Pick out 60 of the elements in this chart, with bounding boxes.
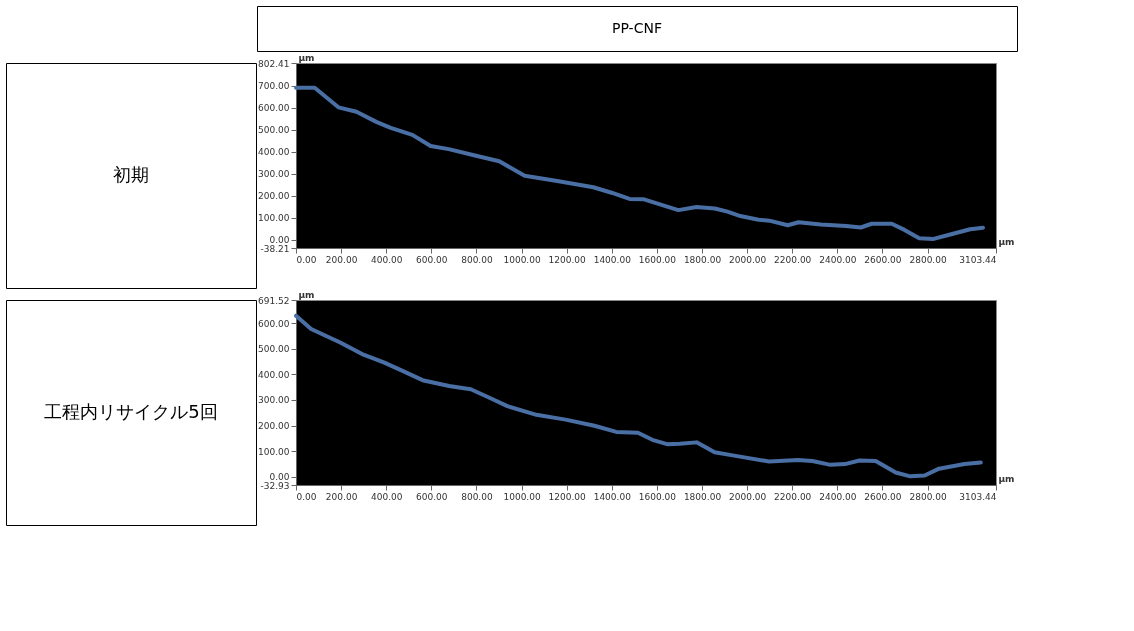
x-tick-label: 800.00: [461, 491, 493, 502]
y-tick-label: -38.21: [260, 243, 290, 254]
y-tick-label: 500.00: [258, 125, 290, 136]
x-tick-label: 1600.00: [638, 491, 677, 502]
y-axis-title: µm: [298, 289, 315, 300]
y-tick-label: 400.00: [258, 369, 290, 380]
y-tick-label: 200.00: [258, 421, 290, 432]
text: 初期: [113, 163, 149, 185]
x-tick-label: 1200.00: [548, 491, 587, 502]
x-axis-title: µm: [998, 473, 1015, 484]
y-tick-label: 300.00: [258, 395, 290, 406]
y-tick-label: 600.00: [258, 103, 290, 114]
y-tick-label: 100.00: [258, 213, 290, 224]
x-tick-label: 3103.44: [959, 254, 997, 265]
x-tick-label: 1000.00: [503, 254, 541, 265]
x-tick-label: 800.00: [461, 254, 493, 265]
x-tick-label: 2600.00: [864, 254, 902, 265]
x-tick-label: 2400.00: [819, 254, 857, 265]
y-tick-label: 100.00: [258, 446, 290, 457]
x-tick-label: 1000.00: [503, 491, 541, 502]
x-tick-label: 600.00: [416, 491, 448, 502]
y-tick-label: 802.41: [258, 58, 290, 69]
x-tick-label: 2600.00: [864, 491, 902, 502]
y-tick-label: 0.00: [269, 235, 290, 246]
x-tick-label: 1800.00: [683, 491, 722, 502]
x-tick-label: 0.00: [296, 491, 317, 502]
y-tick-label: 0.00: [269, 472, 290, 483]
x-tick-label: 1600.00: [638, 254, 677, 265]
y-tick-label: 600.00: [258, 318, 290, 329]
y-tick-label: 300.00: [258, 169, 290, 180]
x-tick-label: 2200.00: [774, 491, 812, 502]
x-tick-label: 400.00: [370, 254, 403, 265]
x-tick-label: 1400.00: [593, 254, 632, 265]
x-tick-label: 1200.00: [548, 254, 587, 265]
x-tick-label: 2400.00: [819, 491, 857, 502]
x-tick-label: 2000.00: [729, 254, 767, 265]
y-tick-label: 200.00: [258, 191, 290, 202]
y-tick-label: 500.00: [258, 344, 290, 355]
chart-title: PP-CNF: [612, 19, 662, 36]
y-tick-label: 400.00: [258, 147, 290, 158]
x-tick-label: 2800.00: [909, 491, 947, 502]
line-series: [294, 85, 986, 241]
x-axis-title: µm: [998, 236, 1015, 247]
y-axis-title: µm: [298, 52, 315, 63]
x-tick-label: 200.00: [325, 491, 358, 502]
line-series: [294, 313, 983, 479]
x-tick-label: 200.00: [325, 254, 358, 265]
y-tick-label: 700.00: [258, 81, 290, 92]
x-tick-label: 2000.00: [729, 491, 767, 502]
x-tick-label: 600.00: [416, 254, 448, 265]
x-tick-label: 1800.00: [683, 254, 722, 265]
x-tick-label: 3103.44: [959, 491, 997, 502]
x-tick-label: 1400.00: [593, 491, 632, 502]
x-tick-label: 2200.00: [774, 254, 812, 265]
text: 工程内リサイクル5回: [44, 400, 218, 422]
x-tick-label: 2800.00: [909, 254, 947, 265]
y-tick-label: 691.52: [258, 295, 290, 306]
x-tick-label: 400.00: [370, 491, 403, 502]
x-tick-label: 0.00: [296, 254, 317, 265]
y-tick-label: -32.93: [260, 480, 290, 491]
